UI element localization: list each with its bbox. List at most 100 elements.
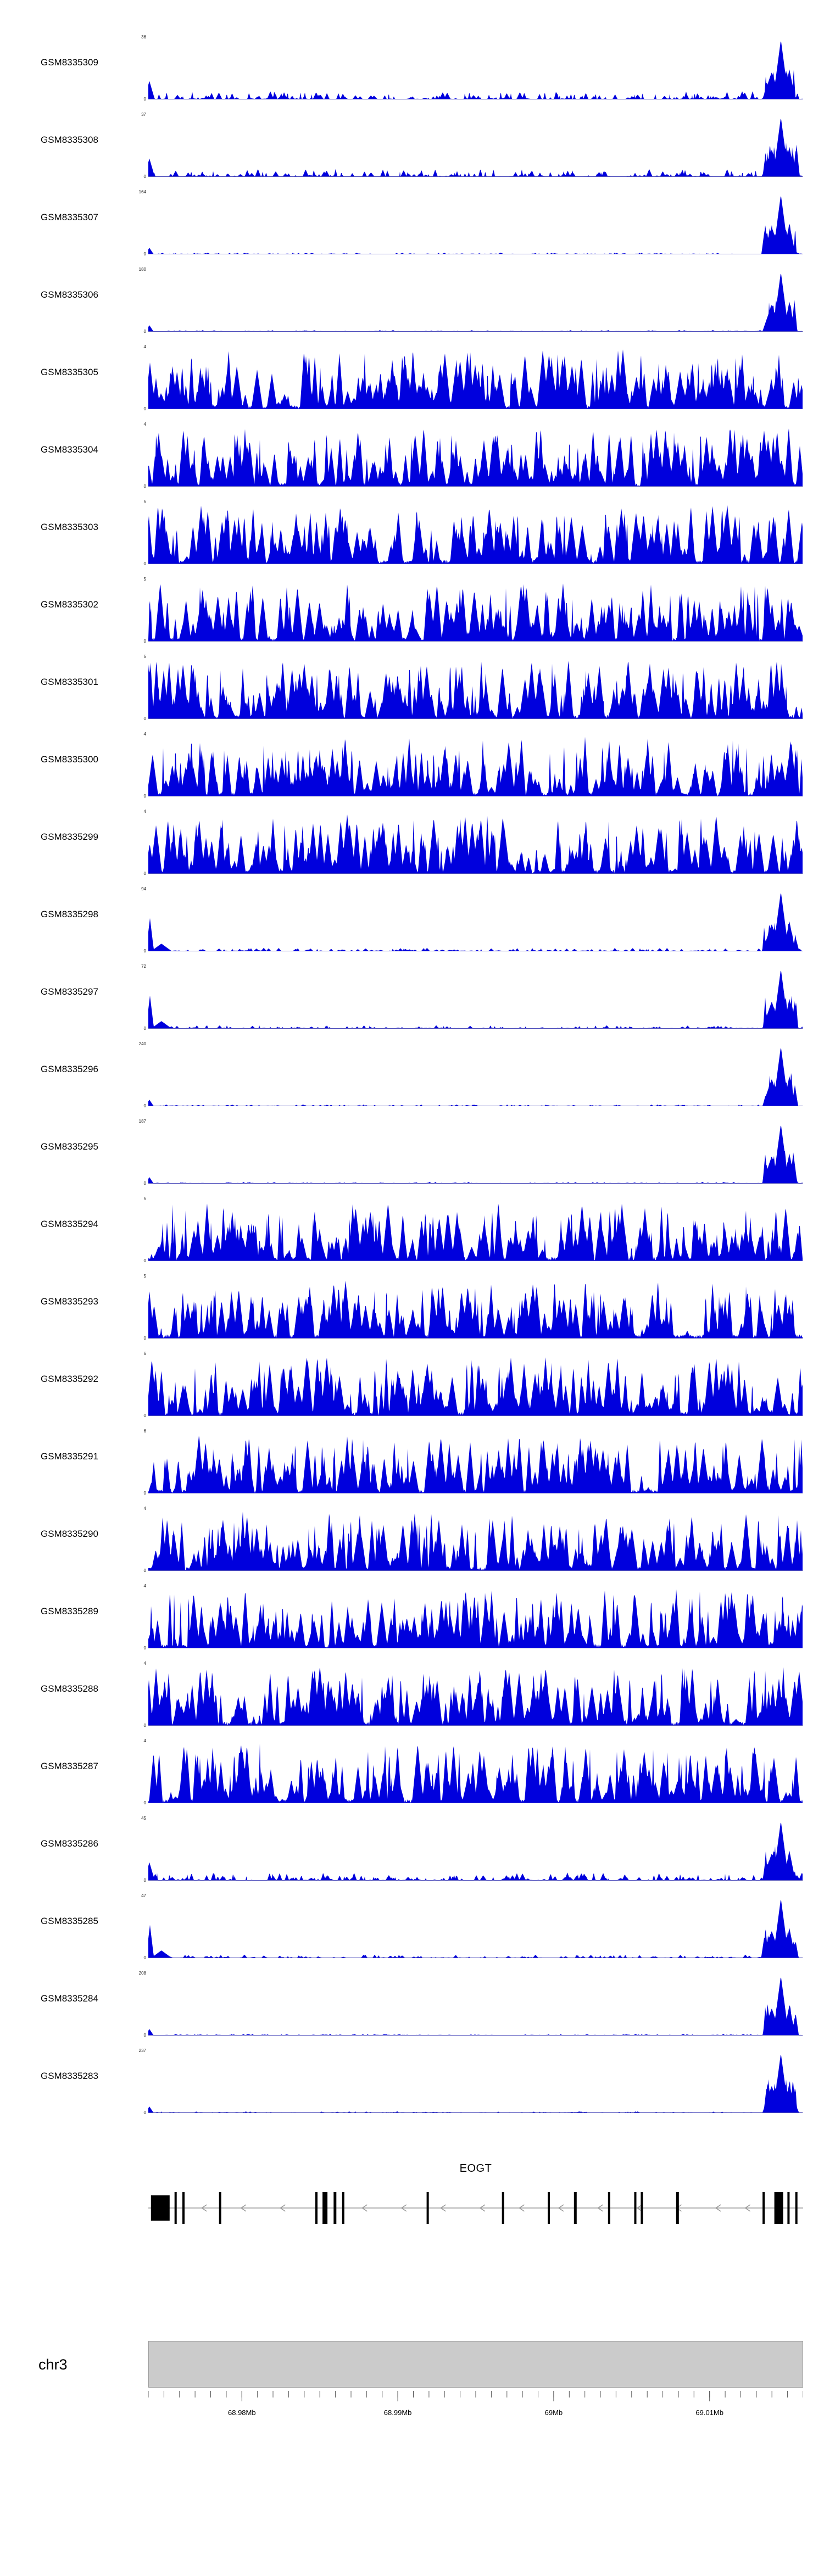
y-axis: 4 0 <box>100 809 148 876</box>
coverage-track-row: GSM8335290 4 0 <box>0 1497 824 1574</box>
exon <box>641 2192 643 2224</box>
gene-model <box>148 2192 803 2224</box>
coverage-area <box>148 1822 803 1881</box>
coverage-track-row: GSM8335294 5 0 <box>0 1187 824 1264</box>
coverage-track-row: GSM8335309 36 0 <box>0 25 824 103</box>
coverage-track-row: GSM8335298 94 0 <box>0 877 824 955</box>
exon <box>333 2192 337 2224</box>
y-axis-zero-label: 0 <box>143 97 146 102</box>
sample-label: GSM8335297 <box>41 986 98 997</box>
y-axis-zero-label: 0 <box>143 329 146 334</box>
coverage-area <box>148 1280 803 1339</box>
coverage-signal-plot <box>148 583 803 642</box>
y-axis: 164 0 <box>100 189 148 257</box>
y-axis: 6 0 <box>100 1351 148 1418</box>
coverage-signal-plot <box>148 196 803 254</box>
coverage-signal-plot <box>148 737 803 796</box>
y-axis: 5 0 <box>100 499 148 566</box>
coverage-signal-plot <box>148 1125 803 1184</box>
y-axis: 6 0 <box>100 1429 148 1496</box>
sample-label: GSM8335308 <box>41 134 98 145</box>
coverage-signal-plot <box>148 1203 803 1261</box>
coverage-area <box>148 737 803 796</box>
coverage-signal-plot <box>148 1357 803 1416</box>
coverage-track-row: GSM8335299 4 0 <box>0 800 824 877</box>
coverage-area <box>148 583 803 642</box>
coverage-track-row: GSM8335285 47 0 <box>0 1884 824 1961</box>
sample-label: GSM8335286 <box>41 1838 98 1849</box>
y-axis: 5 0 <box>100 1196 148 1263</box>
sample-label: GSM8335287 <box>41 1760 98 1771</box>
coverage-area <box>148 349 803 409</box>
coverage-area <box>148 1667 803 1726</box>
sample-label: GSM8335288 <box>41 1683 98 1694</box>
exon <box>574 2192 577 2224</box>
coverage-track-row: GSM8335286 45 0 <box>0 1806 824 1884</box>
y-axis-max-label: 45 <box>141 1816 146 1821</box>
ruler-coordinate-label: 68.99Mb <box>384 2408 412 2417</box>
y-axis: 36 0 <box>100 35 148 102</box>
y-axis-max-label: 4 <box>143 732 146 737</box>
coverage-area <box>148 505 803 564</box>
y-axis: 5 0 <box>100 654 148 721</box>
coverage-area <box>148 428 803 487</box>
strand-arrow-left-icon <box>361 2204 368 2212</box>
y-axis: 4 0 <box>100 344 148 411</box>
strand-arrow-left-icon <box>519 2204 525 2212</box>
y-axis-max-label: 180 <box>138 267 146 272</box>
y-axis: 4 0 <box>100 1583 148 1651</box>
sample-label: GSM8335309 <box>41 57 98 68</box>
y-axis-zero-label: 0 <box>143 561 146 566</box>
coverage-signal-plot <box>148 349 803 409</box>
y-axis-max-label: 187 <box>138 1119 146 1124</box>
exon <box>774 2192 783 2224</box>
coverage-area <box>148 1512 803 1571</box>
sample-label: GSM8335283 <box>41 2070 98 2081</box>
y-axis-max-label: 4 <box>143 344 146 349</box>
gene-track: EOGT <box>0 2162 824 2231</box>
sample-label: GSM8335291 <box>41 1451 98 1462</box>
y-axis-max-label: 5 <box>143 499 146 504</box>
coverage-track-row: GSM8335300 4 0 <box>0 722 824 800</box>
coverage-track-row: GSM8335306 180 0 <box>0 258 824 335</box>
y-axis-zero-label: 0 <box>143 484 146 489</box>
coverage-area <box>148 196 803 254</box>
sample-label: GSM8335302 <box>41 599 98 610</box>
sample-label: GSM8335304 <box>41 444 98 455</box>
sample-label: GSM8335284 <box>41 1993 98 2004</box>
sample-label: GSM8335306 <box>41 289 98 300</box>
strand-arrow-left-icon <box>240 2204 247 2212</box>
y-axis: 240 0 <box>100 1041 148 1108</box>
exon <box>315 2192 318 2224</box>
exon <box>174 2192 177 2224</box>
strand-arrow-left-icon <box>597 2204 603 2212</box>
y-axis-max-label: 4 <box>143 1738 146 1743</box>
y-axis: 72 0 <box>100 964 148 1031</box>
sample-label: GSM8335300 <box>41 754 98 765</box>
sample-label: GSM8335296 <box>41 1063 98 1074</box>
coverage-signal-plot <box>148 1048 803 1106</box>
coverage-track-row: GSM8335291 6 0 <box>0 1419 824 1497</box>
coverage-tracks-panel: GSM8335309 36 0 GSM8335308 37 0 GSM83353… <box>0 25 824 2115</box>
coverage-area <box>148 274 803 332</box>
y-axis-zero-label: 0 <box>143 252 146 257</box>
y-axis-max-label: 240 <box>138 1041 146 1046</box>
coverage-track-row: GSM8335284 208 0 <box>0 1961 824 2039</box>
coverage-track-row: GSM8335301 5 0 <box>0 645 824 722</box>
sample-label: GSM8335307 <box>41 211 98 222</box>
y-axis-max-label: 4 <box>143 809 146 814</box>
coverage-signal-plot <box>148 971 803 1029</box>
y-axis-zero-label: 0 <box>143 794 146 799</box>
strand-arrow-left-icon <box>479 2204 486 2212</box>
y-axis-max-label: 36 <box>141 35 146 40</box>
coverage-area <box>148 893 803 951</box>
coverage-area <box>148 1357 803 1416</box>
y-axis: 45 0 <box>100 1816 148 1883</box>
coverage-signal-plot <box>148 1280 803 1339</box>
y-axis-max-label: 72 <box>141 964 146 969</box>
coverage-area <box>148 661 803 719</box>
y-axis: 5 0 <box>100 577 148 644</box>
y-axis-max-label: 4 <box>143 1583 146 1588</box>
coverage-signal-plot <box>148 1744 803 1803</box>
y-axis-zero-label: 0 <box>143 1181 146 1186</box>
